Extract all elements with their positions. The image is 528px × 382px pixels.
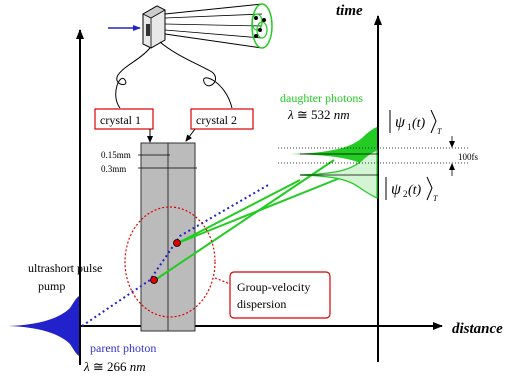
gvd-region xyxy=(124,206,216,318)
parent-lambda: λ ≅ 266 nm xyxy=(83,359,146,374)
gvd-label-line1: Group-velocity xyxy=(237,280,310,294)
delay-label: 100fs xyxy=(458,152,478,162)
svg-text:T: T xyxy=(433,194,438,203)
pulse-label-line2: pump xyxy=(38,279,65,293)
pump-pulse xyxy=(8,296,79,356)
crystal-apparatus xyxy=(108,3,273,109)
crystal-1-block xyxy=(140,142,169,332)
gvd-label-line2: dispersion xyxy=(237,297,286,311)
gvd-label-box xyxy=(229,271,331,319)
crystal-2-leader xyxy=(185,128,196,142)
crystal-2-label-box xyxy=(190,108,254,130)
psi2-ket: ψ 2 (t) T xyxy=(385,176,438,203)
pulse-label-line1: ultrashort pulse xyxy=(28,261,102,275)
svg-text:ψ: ψ xyxy=(391,181,402,198)
generation-point-1 xyxy=(150,276,158,284)
generation-point-2 xyxy=(173,239,181,247)
svg-text:T: T xyxy=(437,127,442,136)
thickness-label-2: 0.3mm xyxy=(101,164,126,174)
psi1-ket: ψ 1 (t) T xyxy=(389,109,442,136)
thickness-label-1: 0.15mm xyxy=(101,150,131,160)
pump-trajectory xyxy=(81,183,271,327)
crystal-2-label: crystal 2 xyxy=(196,113,237,127)
crystal-1-label: crystal 1 xyxy=(100,113,141,127)
gvd-leader xyxy=(214,277,231,285)
daughter-lambda: λ ≅ 532 nm xyxy=(287,107,350,122)
time-axis-label: time xyxy=(336,3,363,19)
daughter-wavepacket-2 xyxy=(299,149,378,199)
daughter-beam-3 xyxy=(177,179,301,244)
daughter-wavepacket-1 xyxy=(290,127,377,175)
svg-text:(t): (t) xyxy=(412,116,426,131)
svg-text:(t): (t) xyxy=(408,183,422,198)
parent-photon-label: parent photon xyxy=(90,341,156,355)
daughter-beam-2 xyxy=(177,177,341,244)
svg-text:1: 1 xyxy=(407,122,412,132)
crystal-1-label-box xyxy=(94,108,154,130)
distance-axis-label: distance xyxy=(452,321,503,337)
svg-text:2: 2 xyxy=(403,189,408,199)
daughter-photons-label: daughter photons xyxy=(280,91,363,105)
svg-text:ψ: ψ xyxy=(395,114,406,131)
daughter-beam-1 xyxy=(154,159,335,281)
